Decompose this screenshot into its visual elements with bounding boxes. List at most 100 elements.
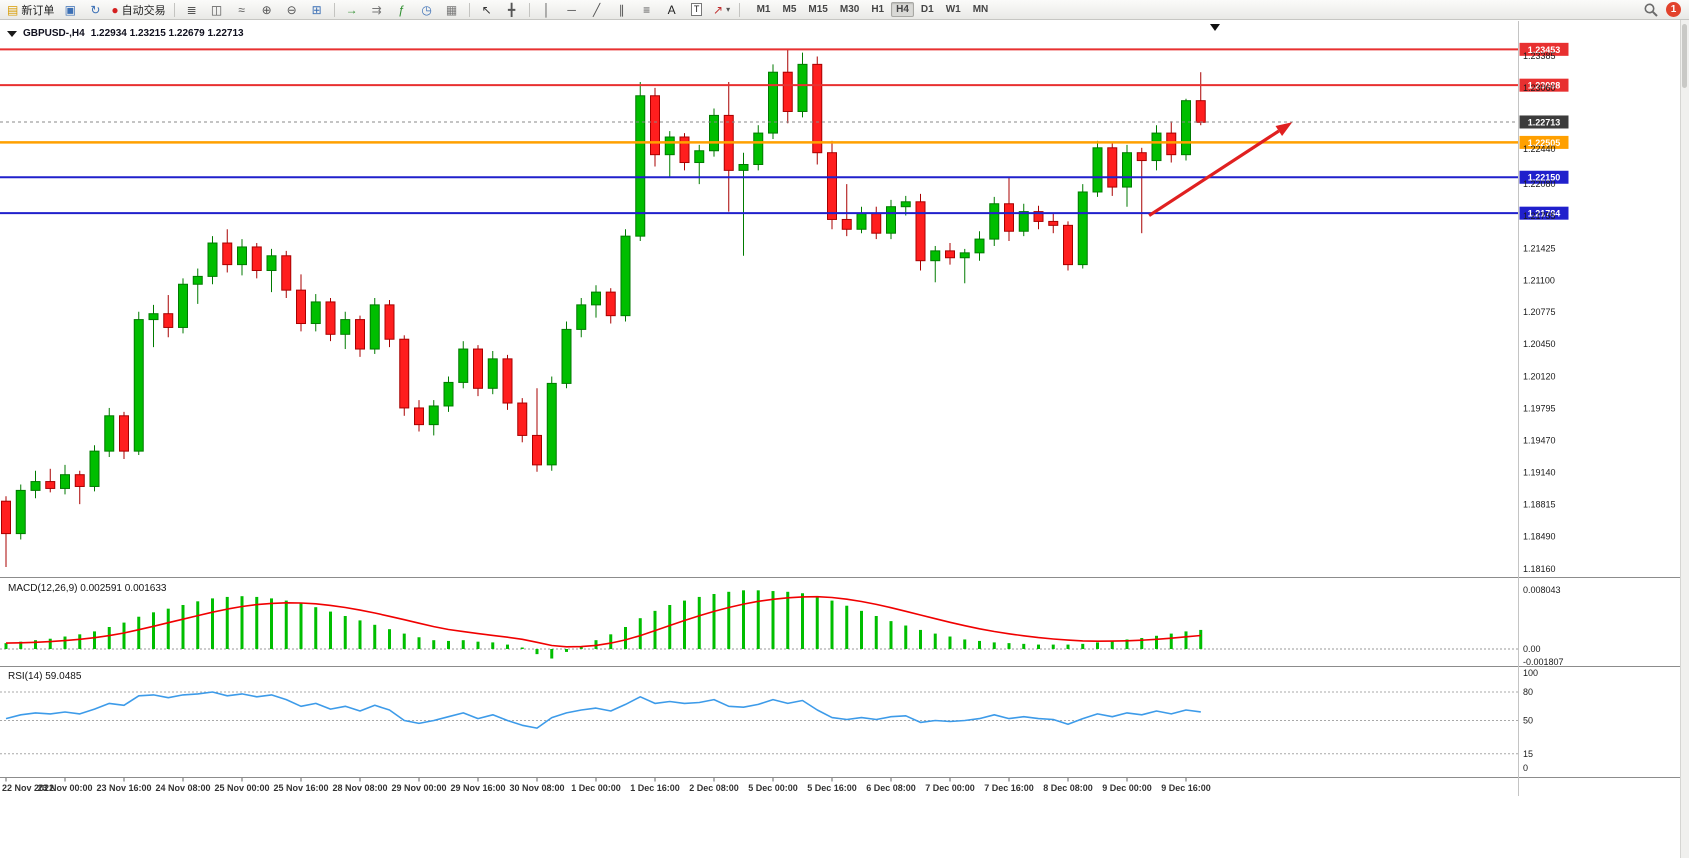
horizontal-line-button[interactable]: ─	[560, 0, 584, 19]
notification-badge[interactable]: 1	[1666, 2, 1681, 17]
search-icon[interactable]	[1643, 2, 1659, 18]
bar-chart-button[interactable]: ≣	[180, 0, 204, 19]
price-axis-tick: 1.20450	[1523, 339, 1556, 349]
timeframe-d1-button[interactable]: D1	[920, 4, 934, 15]
zoom-out-icon: ⊖	[286, 2, 297, 17]
timeframe-m5-button[interactable]: M5	[782, 4, 797, 15]
toolbar-separator	[333, 2, 335, 17]
time-axis-label: 2 Dec 08:00	[689, 783, 739, 793]
arrows-button[interactable]: ↗ ▾	[710, 0, 734, 19]
timeframe-mn-button[interactable]: MN	[972, 4, 989, 15]
candle	[709, 114, 719, 152]
candle	[959, 252, 970, 259]
equidistant-channel-button[interactable]: ∥	[610, 0, 634, 19]
candle	[900, 201, 911, 208]
crosshair-button[interactable]: ╋	[500, 0, 524, 19]
macd-histogram-bar	[4, 643, 8, 649]
scrollbar-thumb[interactable]	[1682, 24, 1687, 88]
new-order-button-label: 新订单	[21, 4, 55, 17]
trendline-button[interactable]: ╱	[585, 0, 609, 19]
tile-windows-icon: ⊞	[311, 2, 322, 17]
time-axis-label: 9 Dec 16:00	[1161, 783, 1211, 793]
candle	[797, 63, 808, 112]
auto-scroll-button[interactable]: →	[340, 0, 364, 19]
rsi-axis-tick: 50	[1523, 716, 1533, 726]
candle	[251, 246, 262, 272]
candle	[738, 163, 749, 171]
macd-histogram-bar	[1125, 639, 1129, 649]
macd-histogram-bar	[579, 646, 583, 649]
price-tag: 1.21784	[1519, 206, 1569, 220]
one-click-trading-toggle-icon[interactable]	[7, 30, 17, 37]
price-axis: 1.23385 1.23060 1.22440 1.22080 1.21755 1.214…	[1523, 51, 1556, 574]
periods-button[interactable]: ◷	[415, 0, 439, 19]
candlestick-chart-icon: ◫	[210, 2, 223, 17]
tile-windows-button[interactable]: ⊞	[305, 0, 329, 19]
timeframe-m1-button[interactable]: M1	[756, 4, 771, 15]
candle	[60, 474, 70, 489]
templates-button[interactable]: ▦	[440, 0, 464, 19]
macd-histogram-bar	[1169, 633, 1173, 649]
cursor-button[interactable]: ↖	[475, 0, 499, 19]
trend-arrow-annotation[interactable]	[1148, 122, 1293, 217]
macd-histogram-bar	[314, 607, 318, 649]
price-axis-tick: 1.19795	[1523, 403, 1556, 413]
rsi-indicator-label: RSI(14) 59.0485	[8, 671, 82, 682]
candle	[812, 63, 823, 154]
timeframe-w1-button[interactable]: W1	[945, 4, 961, 15]
candle	[517, 402, 528, 436]
timeframe-h4-button[interactable]: H4	[891, 2, 914, 17]
vertical-line-button[interactable]: │	[535, 0, 559, 19]
macd-histogram-bar	[358, 620, 362, 649]
macd-histogram-bar	[417, 637, 421, 649]
candle	[192, 275, 203, 285]
candle	[458, 348, 469, 383]
macd-histogram-bar	[34, 640, 37, 649]
time-axis-label: 25 Nov 00:00	[214, 783, 269, 793]
timeframe-h1-button[interactable]: H1	[871, 4, 885, 15]
auto-trading-button[interactable]: ● 自动交易	[108, 0, 168, 19]
macd-histogram-bar	[550, 648, 554, 659]
price-tag-label: 1.22505	[1528, 138, 1561, 148]
timeframe-m30-button[interactable]: M30	[839, 4, 860, 15]
time-axis-label: 29 Nov 00:00	[391, 783, 446, 793]
trend-arrow-head	[1275, 122, 1293, 137]
indicators-button[interactable]: ƒ	[390, 0, 414, 19]
chart-shift-button[interactable]: ⇉	[365, 0, 389, 19]
fibonacci-button[interactable]: ≡	[635, 0, 659, 19]
candle	[827, 152, 837, 220]
refresh-button[interactable]: ↻	[83, 0, 107, 19]
candle	[1092, 147, 1103, 193]
zoom-in-button[interactable]: ⊕	[255, 0, 279, 19]
price-axis-tick: 1.21425	[1523, 243, 1556, 253]
trend-arrow-shaft	[1148, 129, 1280, 217]
price-axis-tick: 1.21755	[1523, 211, 1556, 221]
candle	[502, 358, 513, 404]
scrollbar[interactable]	[1680, 20, 1689, 858]
macd-histogram-bar	[933, 633, 937, 649]
candle	[989, 203, 1000, 240]
macd-histogram-bar	[860, 610, 863, 649]
text-label-button[interactable]: T	[685, 0, 709, 19]
line-chart-button[interactable]: ≈	[230, 0, 254, 19]
macd-histogram-bar	[255, 596, 259, 649]
macd-histogram-bar	[727, 591, 731, 649]
candlestick-chart-button[interactable]: ◫	[205, 0, 229, 19]
price-tag: 1.22713	[1519, 115, 1569, 129]
candle	[753, 132, 764, 165]
candle	[45, 481, 56, 489]
chart-windows-button[interactable]: ▣	[58, 0, 82, 19]
zoom-out-button[interactable]: ⊖	[280, 0, 304, 19]
candle	[15, 489, 26, 535]
macd-histogram-bar	[491, 642, 495, 649]
candle	[222, 242, 233, 266]
candle	[1077, 191, 1088, 266]
timeframe-m15-button[interactable]: M15	[808, 4, 828, 15]
equidistant-channel-icon: ∥	[618, 2, 625, 17]
text-button[interactable]: A	[660, 0, 684, 19]
candle	[664, 136, 675, 156]
macd-histogram-bar	[874, 615, 878, 649]
candle	[591, 291, 601, 306]
candle	[428, 405, 439, 426]
new-order-button[interactable]: ▤ 新订单	[4, 0, 57, 19]
